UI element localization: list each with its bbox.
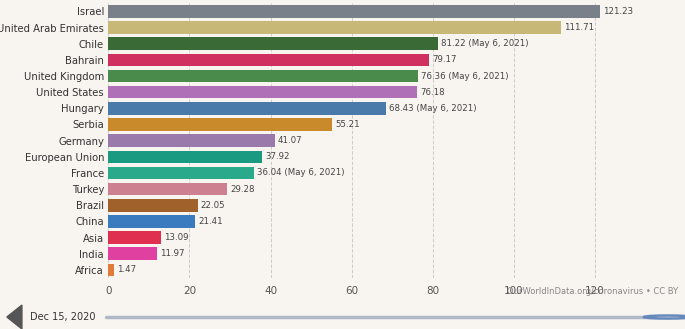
Bar [108, 167, 254, 179]
Bar [108, 134, 275, 147]
Text: 55.21: 55.21 [335, 120, 360, 129]
Bar [108, 5, 600, 18]
Text: 41.07: 41.07 [277, 136, 302, 145]
Text: 111.71: 111.71 [564, 23, 595, 32]
Bar [108, 86, 417, 98]
Text: 1.47: 1.47 [117, 266, 136, 274]
Text: OurWorldInData.org/coronavirus • CC BY: OurWorldInData.org/coronavirus • CC BY [507, 287, 678, 296]
Text: 22.05: 22.05 [201, 201, 225, 210]
Text: 76.18: 76.18 [420, 88, 445, 97]
Circle shape [644, 316, 685, 318]
Text: 29.28: 29.28 [230, 185, 254, 194]
Polygon shape [7, 305, 22, 329]
Bar [108, 215, 195, 228]
Bar [108, 199, 198, 212]
Bar [108, 183, 227, 195]
Bar [108, 21, 562, 34]
Text: 13.09: 13.09 [164, 233, 188, 242]
Bar [108, 54, 429, 66]
Bar [108, 247, 157, 260]
Bar [108, 231, 162, 244]
Text: 81.22 (May 6, 2021): 81.22 (May 6, 2021) [440, 39, 528, 48]
Text: 68.43 (May 6, 2021): 68.43 (May 6, 2021) [388, 104, 476, 113]
Bar [108, 70, 418, 82]
Text: 36.04 (May 6, 2021): 36.04 (May 6, 2021) [258, 168, 345, 177]
Text: 37.92: 37.92 [265, 152, 290, 161]
Text: 21.41: 21.41 [198, 217, 223, 226]
Text: 76.36 (May 6, 2021): 76.36 (May 6, 2021) [421, 71, 508, 81]
Bar [108, 118, 332, 131]
Text: 11.97: 11.97 [160, 249, 184, 258]
Text: 79.17: 79.17 [432, 55, 457, 64]
Bar [108, 264, 114, 276]
Text: Dec 15, 2020: Dec 15, 2020 [30, 312, 96, 322]
Bar [108, 38, 438, 50]
Bar [108, 102, 386, 114]
Text: 121.23: 121.23 [603, 7, 633, 16]
Bar [108, 150, 262, 163]
